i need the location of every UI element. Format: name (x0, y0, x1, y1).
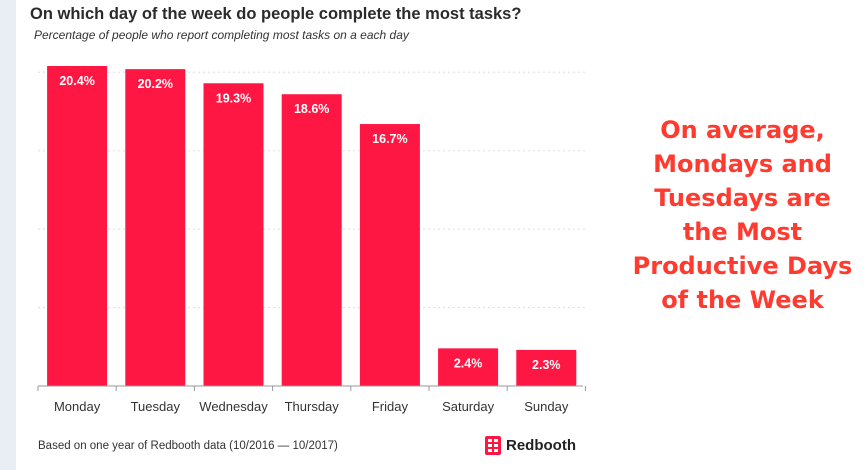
left-edge-strip (0, 0, 16, 470)
bar-value-label: 19.3% (216, 91, 251, 105)
chart-subtitle: Percentage of people who report completi… (34, 28, 409, 42)
brand-name: Redbooth (506, 437, 576, 454)
footnote: Based on one year of Redbooth data (10/2… (38, 440, 338, 452)
bar-value-label: 2.3% (532, 358, 561, 372)
brand: Redbooth (485, 436, 576, 455)
x-tick-label: Monday (54, 399, 101, 414)
x-tick-label: Friday (372, 399, 409, 414)
bar-value-label: 16.7% (372, 132, 407, 146)
bar-value-label: 20.4% (59, 74, 94, 88)
bar-friday (359, 124, 420, 386)
bar-value-label: 20.2% (138, 77, 173, 91)
x-tick-label: Sunday (524, 399, 569, 414)
bar-sunday (516, 349, 577, 386)
bar-value-label: 18.6% (294, 102, 329, 116)
x-tick-label: Thursday (285, 399, 340, 414)
bar-tuesday (125, 69, 186, 386)
bar-value-label: 2.4% (454, 356, 483, 370)
bar-chart: 20.4% Monday 20.2% Tuesday 19.3% Wednesday 18.… (37, 66, 586, 414)
x-tick-label: Wednesday (199, 399, 268, 414)
chart-title: On which day of the week do people compl… (30, 5, 522, 23)
redbooth-logo-icon (485, 436, 501, 455)
bar-saturday (438, 348, 499, 386)
bar-thursday (281, 94, 342, 386)
callout-text: On average, Mondays and Tuesdays are the… (632, 116, 853, 314)
x-tick-label: Tuesday (131, 399, 181, 414)
bar-monday (47, 66, 108, 386)
x-tick-label: Saturday (442, 399, 495, 414)
bar-wednesday (203, 83, 264, 386)
